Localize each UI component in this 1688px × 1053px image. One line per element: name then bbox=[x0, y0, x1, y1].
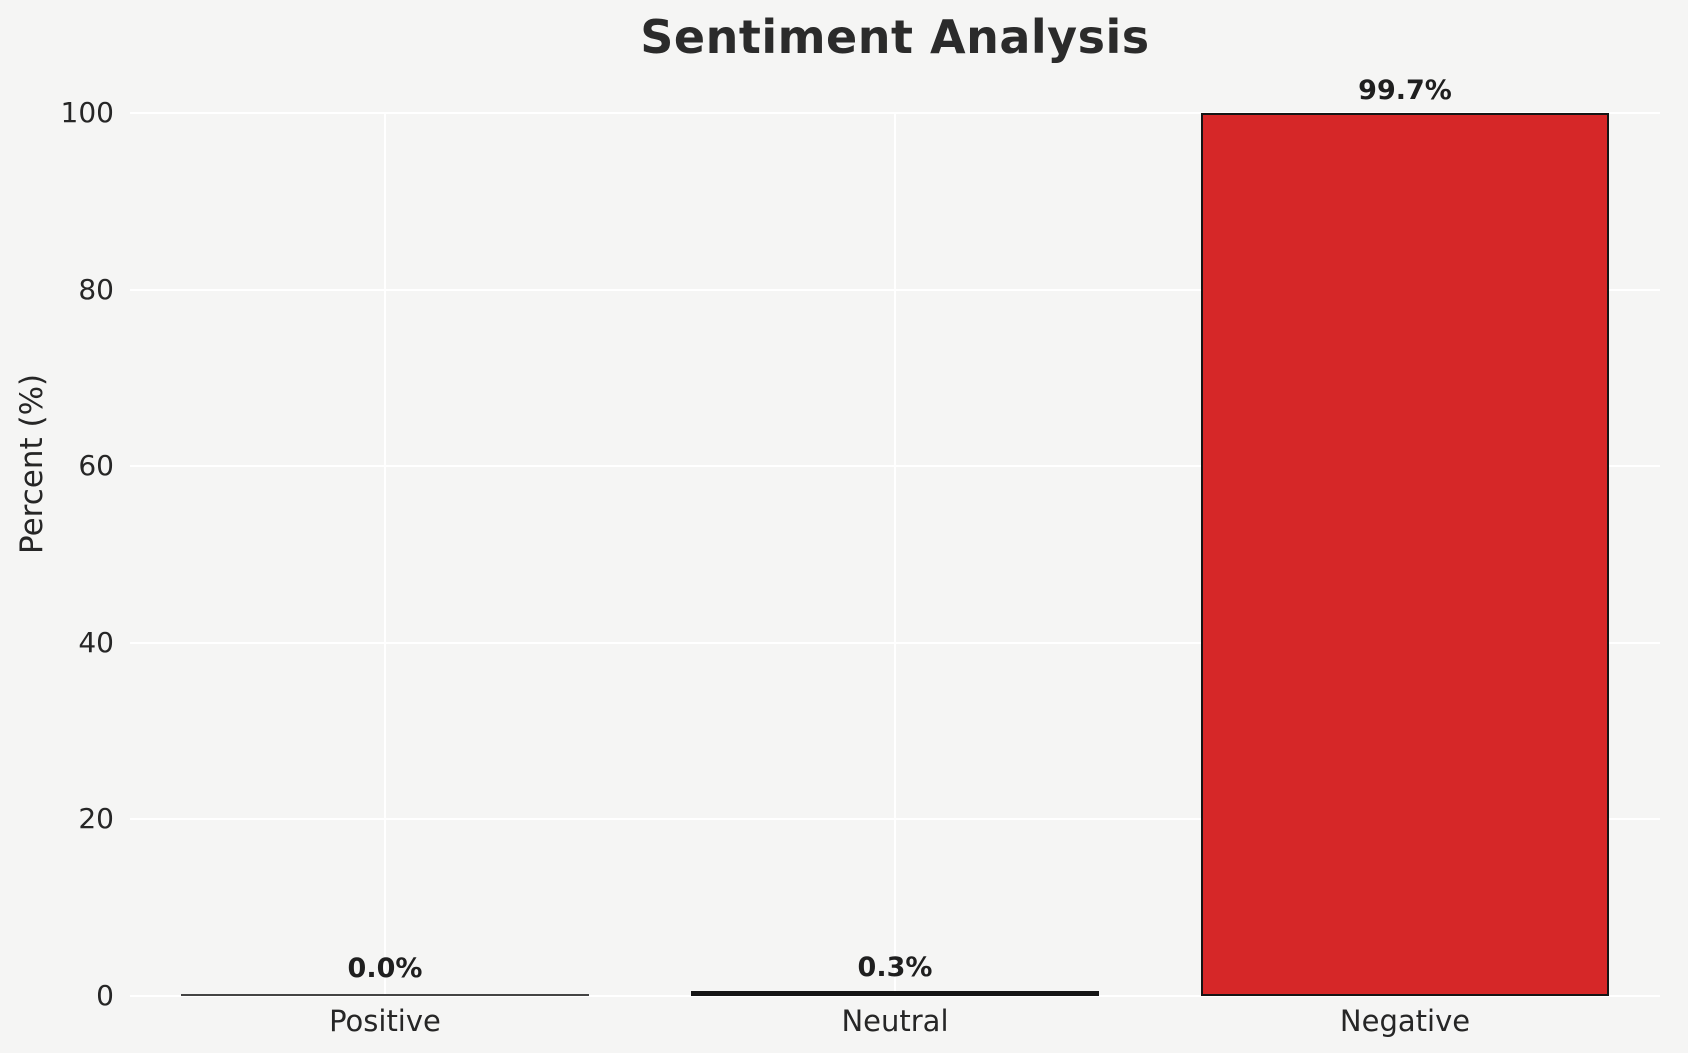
x-tick-label-positive: Positive bbox=[329, 1004, 441, 1038]
x-gridline bbox=[383, 113, 386, 996]
y-tick-label: 0 bbox=[96, 979, 114, 1012]
bar-neutral bbox=[691, 990, 1099, 996]
plot-area: 0 20 40 60 80 100 0.0% Positive 0.3% Neutral 99.7%… bbox=[61, 75, 1660, 1038]
bar-value-label: 0.0% bbox=[347, 953, 423, 984]
bar-negative bbox=[1201, 113, 1609, 996]
y-tick-label: 40 bbox=[78, 625, 114, 659]
y-tick-label: 20 bbox=[78, 802, 114, 836]
y-gridline bbox=[130, 995, 1660, 997]
bar-value-label: 99.7% bbox=[1358, 74, 1452, 106]
x-gridline bbox=[894, 113, 896, 996]
chart-title: Sentiment Analysis bbox=[640, 10, 1150, 64]
bar-positive bbox=[181, 994, 589, 996]
bar-value-label: 0.3% bbox=[857, 952, 933, 984]
x-tick-label-negative: Negative bbox=[1339, 1004, 1471, 1038]
y-tick-label: 80 bbox=[78, 272, 114, 306]
y-tick-label: 100 bbox=[60, 96, 114, 129]
y-tick-label: 60 bbox=[78, 449, 114, 483]
x-tick-label-neutral: Neutral bbox=[841, 1004, 949, 1038]
